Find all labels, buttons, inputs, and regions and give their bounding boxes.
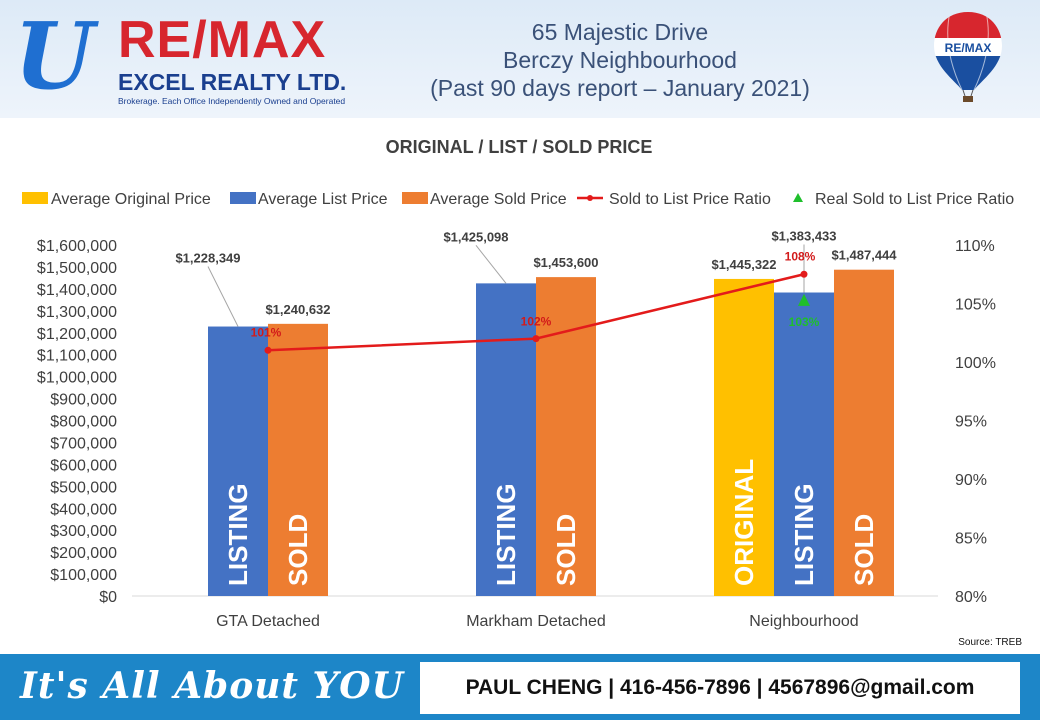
bar xyxy=(208,326,268,596)
ratio-label: 108% xyxy=(785,249,816,263)
bar-data-label: $1,425,098 xyxy=(443,229,508,244)
left-tick-label: $1,600,000 xyxy=(37,238,117,255)
legend-swatch xyxy=(22,192,48,204)
left-tick-label: $800,000 xyxy=(50,414,117,431)
legend-label: Average Original Price xyxy=(51,191,211,208)
slogan: It's All About YOU xyxy=(20,665,405,707)
chart-title: ORIGINAL / LIST / SOLD PRICE xyxy=(386,137,653,157)
bar xyxy=(774,292,834,596)
left-tick-label: $700,000 xyxy=(50,435,117,452)
price-chart: ORIGINAL / LIST / SOLD PRICE Average Ori… xyxy=(22,137,1022,648)
balloon-text: RE/MAX xyxy=(945,41,992,55)
bar-text: SOLD xyxy=(849,514,879,586)
bar-series: LISTING $1,228,349 SOLD $1,240,632 LISTING $1… xyxy=(175,229,897,596)
remax-balloon-icon: RE/MAX xyxy=(934,12,1002,102)
bar xyxy=(714,278,774,596)
bar-text: ORIGINAL xyxy=(729,459,759,586)
bar-text: SOLD xyxy=(283,514,313,586)
left-tick-label: $1,000,000 xyxy=(37,370,117,387)
label-leader xyxy=(475,245,507,284)
bar-data-label: $1,240,632 xyxy=(265,302,330,317)
left-tick-label: $1,300,000 xyxy=(37,304,117,321)
logo-company: EXCEL REALTY LTD. xyxy=(118,69,347,95)
legend-swatch xyxy=(230,192,256,204)
bar-data-label: $1,453,600 xyxy=(533,255,598,270)
left-tick-label: $200,000 xyxy=(50,545,117,562)
ratio-label: 101% xyxy=(251,325,282,339)
remax-excel-logo: U RE/MAX EXCEL REALTY LTD. Brokerage. Ea… xyxy=(14,10,374,110)
source-note: Source: TREB xyxy=(958,637,1022,648)
legend-marker xyxy=(587,195,593,201)
report-title-line: (Past 90 days report – January 2021) xyxy=(430,75,810,101)
legend-label: Average List Price xyxy=(258,191,388,208)
right-tick-label: 95% xyxy=(955,414,987,431)
right-axis: 80% 85% 90% 95% 100% 105% 110% xyxy=(955,238,996,606)
legend-label: Real Sold to List Price Ratio xyxy=(815,191,1014,208)
right-tick-label: 100% xyxy=(955,355,996,372)
legend-swatch xyxy=(402,192,428,204)
footer-bar: It's All About YOU PAUL CHENG | 416-456-… xyxy=(0,654,1040,720)
contact-info: PAUL CHENG | 416-456-7896 | 4567896@gmai… xyxy=(420,662,1020,714)
logo-tagline: Brokerage. Each Office Independently Own… xyxy=(118,96,346,106)
ratio-label: 102% xyxy=(521,315,552,329)
ratio-point xyxy=(264,346,272,354)
left-tick-label: $100,000 xyxy=(50,567,117,584)
ratio-point xyxy=(800,270,808,278)
left-tick-label: $1,400,000 xyxy=(37,282,117,299)
ratio-series: 101% 102% 108% 103% xyxy=(251,249,820,354)
report-title-line: Berczy Neighbourhood xyxy=(503,47,737,73)
left-tick-label: $0 xyxy=(99,589,117,606)
bar xyxy=(834,269,894,596)
right-tick-label: 110% xyxy=(955,238,995,255)
label-leader xyxy=(207,266,239,327)
real-ratio-label: 103% xyxy=(789,315,820,329)
bar-data-label: $1,228,349 xyxy=(175,251,240,266)
logo-letter: U xyxy=(14,2,95,110)
left-tick-label: $900,000 xyxy=(50,392,117,409)
legend-label: Average Sold Price xyxy=(430,191,567,208)
right-tick-label: 90% xyxy=(955,472,987,489)
right-tick-label: 105% xyxy=(955,297,996,314)
bar-text: LISTING xyxy=(223,483,253,586)
bar xyxy=(476,283,536,596)
left-tick-label: $300,000 xyxy=(50,523,117,540)
chart-legend: Average Original Price Average List Price… xyxy=(22,191,1014,208)
legend-triangle xyxy=(793,193,803,202)
category-axis: GTA Detached Markham Detached Neighbourhoo… xyxy=(216,613,859,630)
bar-text: LISTING xyxy=(491,483,521,586)
category-label: GTA Detached xyxy=(216,613,320,630)
left-tick-label: $1,500,000 xyxy=(37,260,117,277)
report-title: 65 Majestic Drive Berczy Neighbourhood (… xyxy=(400,18,840,102)
right-tick-label: 80% xyxy=(955,589,987,606)
left-tick-label: $1,100,000 xyxy=(37,348,117,365)
left-tick-label: $500,000 xyxy=(50,479,117,496)
left-tick-label: $400,000 xyxy=(50,501,117,518)
category-label: Markham Detached xyxy=(466,613,606,630)
real-ratio-marker xyxy=(798,293,810,306)
bar-text: LISTING xyxy=(789,483,819,586)
report-title-line: 65 Majestic Drive xyxy=(531,19,709,45)
left-axis: $0 $100,000 $200,000 $300,000 $400,000 $500,0… xyxy=(37,238,117,606)
header-banner: U RE/MAX EXCEL REALTY LTD. Brokerage. Ea… xyxy=(0,0,1040,118)
bar xyxy=(268,323,328,596)
legend-label: Sold to List Price Ratio xyxy=(609,191,771,208)
left-tick-label: $600,000 xyxy=(50,457,117,474)
ratio-point xyxy=(532,335,540,343)
bar-data-label: $1,487,444 xyxy=(831,248,897,263)
right-tick-label: 85% xyxy=(955,531,987,548)
bar-data-label: $1,445,322 xyxy=(711,257,776,272)
logo-brand: RE/MAX xyxy=(118,11,327,69)
bar-data-label: $1,383,433 xyxy=(771,229,836,244)
left-tick-label: $1,200,000 xyxy=(37,326,117,343)
bar-text: SOLD xyxy=(551,514,581,586)
category-label: Neighbourhood xyxy=(749,613,858,630)
